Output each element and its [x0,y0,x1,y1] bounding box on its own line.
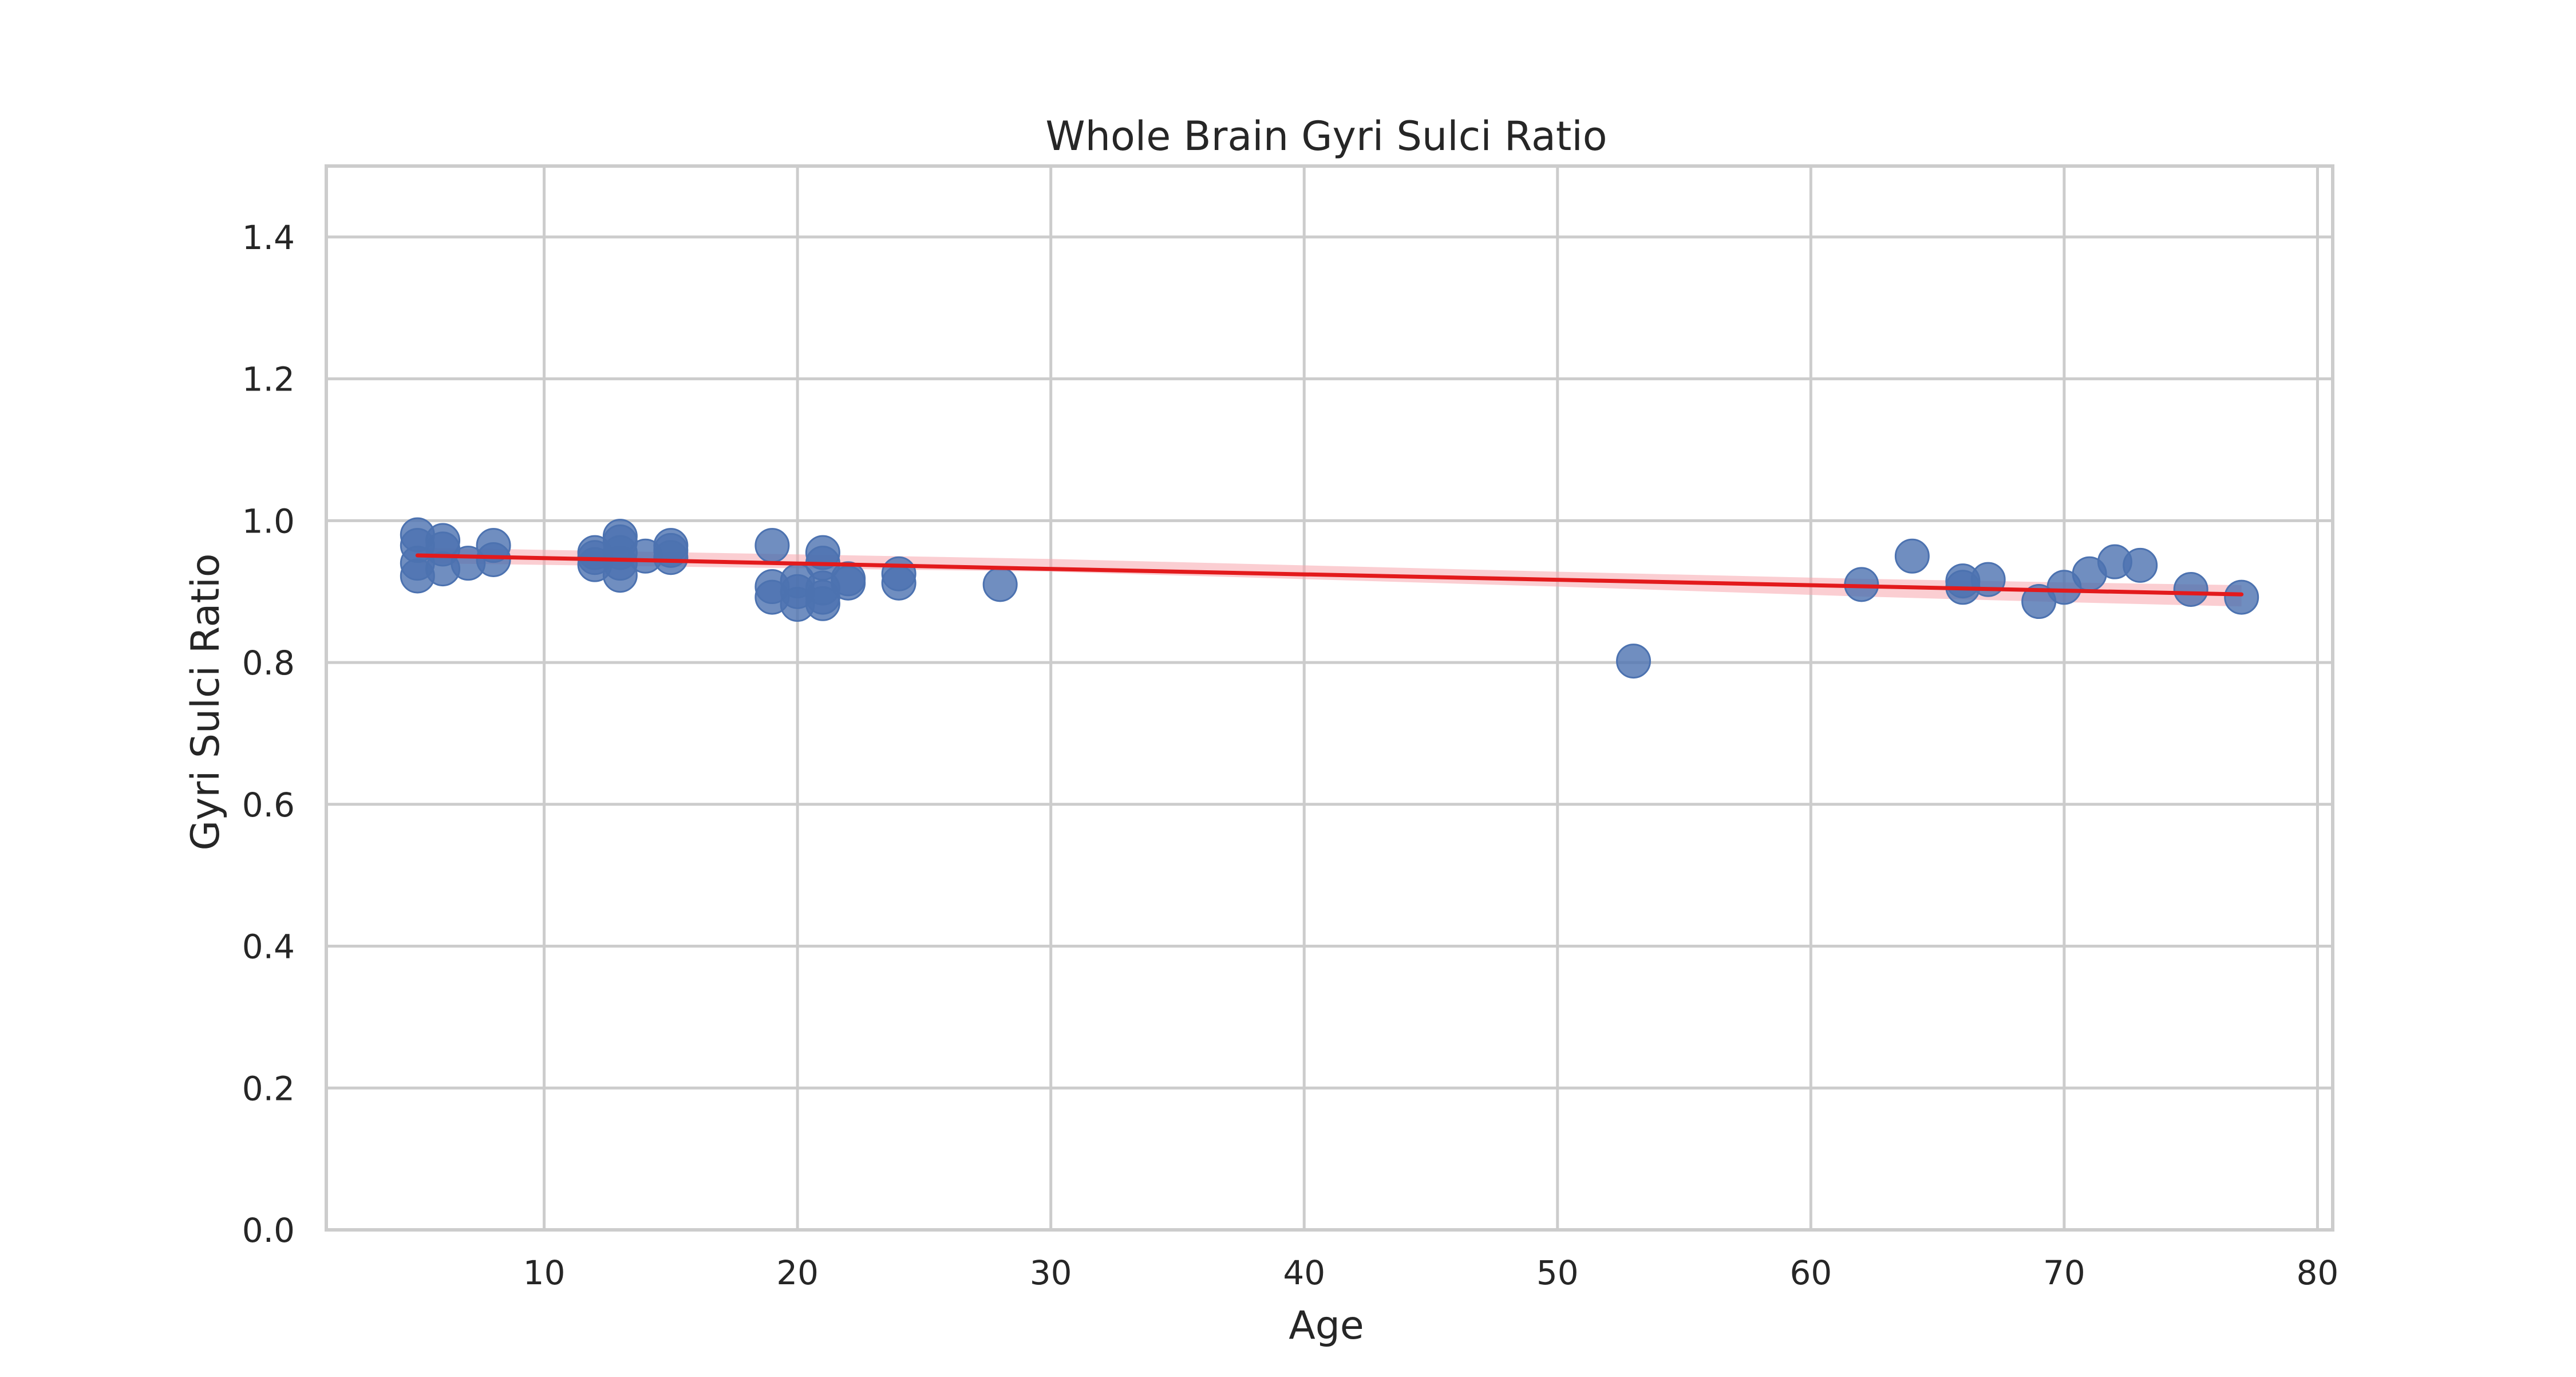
y-tick-label: 1.0 [242,502,295,540]
data-point [653,540,689,575]
chart-title: Whole Brain Gyri Sulci Ratio [1045,113,1607,160]
x-tick-label: 30 [1030,1253,1072,1292]
data-point [982,567,1018,602]
plot-frame [325,164,2334,1232]
data-point [831,565,866,601]
y-tick-label: 0.0 [242,1211,295,1250]
data-point [881,565,916,601]
tick-labels: 10 20 30 40 50 60 70 80 0.0 0.2 0.4 0.6 0.8 1.0 1.2 1.4 [242,218,2339,1292]
y-tick-label: 1.4 [242,218,295,257]
data-point [476,542,511,577]
data-point [1894,538,1930,574]
x-axis-label: Age [1289,1303,1364,1348]
regression-layer [415,553,2244,597]
x-tick-label: 40 [1283,1253,1325,1292]
data-point [805,586,840,621]
y-tick-label: 0.2 [242,1069,295,1108]
y-tick-label: 0.8 [242,644,295,682]
x-tick-label: 50 [1536,1253,1579,1292]
data-point [2123,547,2158,583]
data-point [2173,571,2208,607]
x-tick-label: 60 [1789,1253,1832,1292]
x-tick-label: 10 [523,1253,566,1292]
y-tick-label: 0.4 [242,928,295,966]
data-point [754,528,790,563]
x-tick-label: 70 [2043,1253,2085,1292]
x-tick-label: 20 [776,1253,819,1292]
confidence-band [417,547,2242,607]
regression-line [415,553,2244,597]
x-tick-label: 80 [2297,1253,2339,1292]
data-point [1616,644,1652,679]
y-tick-label: 0.6 [242,786,295,824]
confidence-band-layer [417,547,2242,607]
y-tick-label: 1.2 [242,360,295,399]
y-axis-label: Gyri Sulci Ratio [183,553,228,850]
grid-lines [326,166,2333,1232]
data-point [2224,579,2259,615]
